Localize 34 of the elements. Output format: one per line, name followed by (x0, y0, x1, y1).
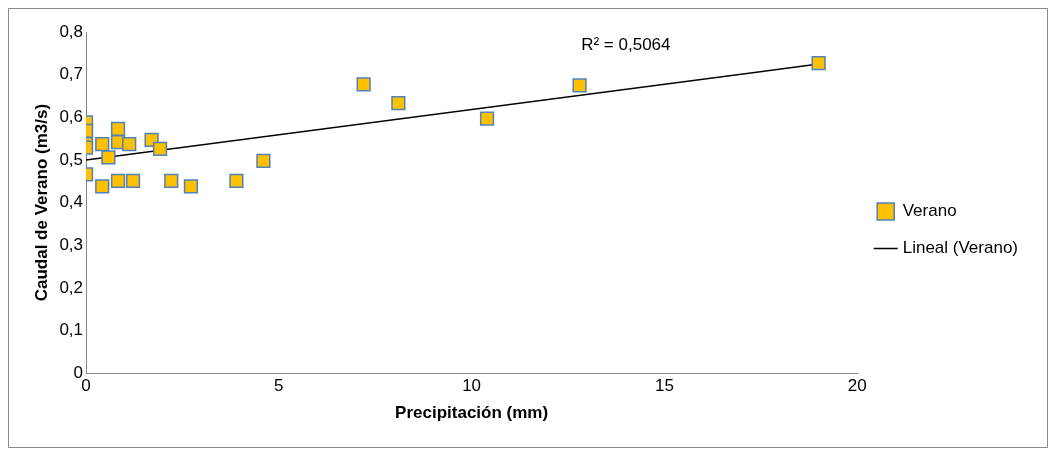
point (110, 173, 126, 188)
x-tick-label: 10 (462, 376, 482, 396)
y-tick-label: 0,5 (59, 149, 84, 169)
x-tick-label: 20 (847, 376, 867, 396)
point (256, 153, 271, 168)
point (356, 77, 371, 92)
x-tick-label: 15 (654, 376, 674, 396)
y-axis-title: Caudal de Verano (m3/s) (31, 103, 51, 302)
annotation: R² = 0,5064 (581, 35, 671, 55)
point (95, 137, 110, 152)
point (164, 173, 179, 188)
legend-label: Verano (902, 201, 957, 221)
point (110, 121, 126, 136)
point (811, 56, 826, 71)
point (152, 141, 168, 156)
x-axis-title: Precipitación (mm) (395, 403, 549, 423)
legend-label: Lineal (Verano) (902, 238, 1019, 258)
point (122, 137, 137, 152)
y-tick-label: 0,4 (59, 192, 84, 212)
point (125, 173, 141, 188)
point (572, 78, 587, 93)
y-tick-label: 0,6 (59, 106, 84, 126)
x-tick-label: 5 (274, 376, 284, 396)
y-tick-label: 0,8 (59, 21, 84, 41)
point (479, 111, 495, 126)
y-tick-label: 0,1 (59, 320, 84, 340)
point (183, 179, 199, 194)
point (95, 179, 110, 194)
y-tick-label: 0,3 (59, 234, 84, 254)
y-tick-label: 0,7 (59, 64, 84, 84)
point (391, 96, 406, 111)
point (101, 150, 116, 165)
y-tick-label: 0,2 (59, 277, 84, 297)
point (229, 173, 244, 188)
